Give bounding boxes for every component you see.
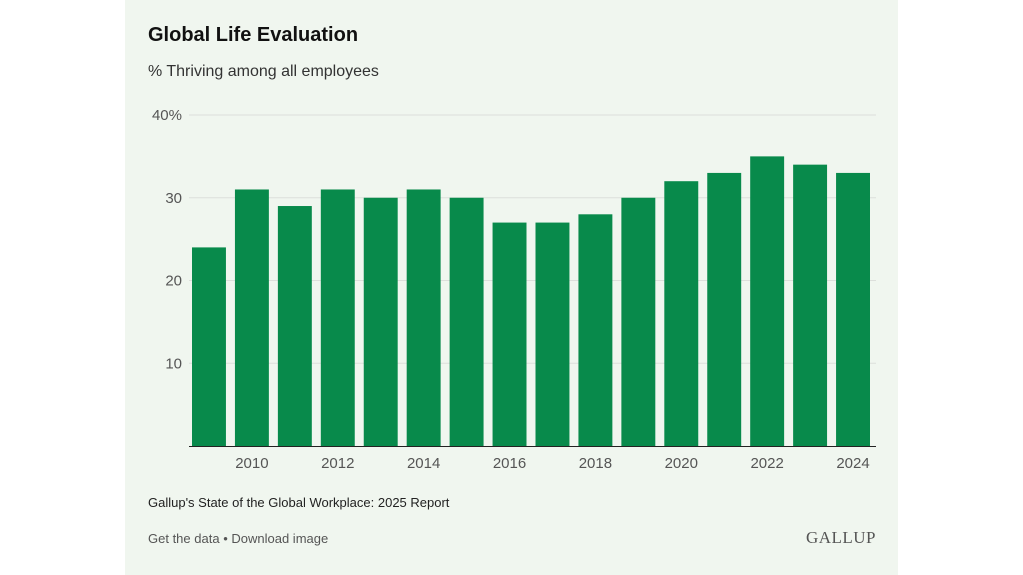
bar-2013 <box>363 197 398 446</box>
y-tick-label: 10 <box>165 355 182 372</box>
bar-2012 <box>320 189 355 446</box>
separator: • <box>223 531 228 546</box>
bar-2019 <box>621 197 656 446</box>
bar-2016 <box>492 222 527 446</box>
bar-2014 <box>406 189 441 446</box>
x-tick-label: 2018 <box>579 455 612 472</box>
bar-2023 <box>793 164 828 446</box>
bar-2009 <box>192 247 226 446</box>
bar-2015 <box>449 197 484 446</box>
y-tick-label: 20 <box>165 273 182 290</box>
y-tick-label: 30 <box>165 190 182 207</box>
bar-2022 <box>750 156 785 446</box>
x-tick-label: 2014 <box>407 455 440 472</box>
x-tick-label: 2024 <box>836 455 869 472</box>
get-data-link[interactable]: Get the data <box>148 531 220 546</box>
source-note: Gallup's State of the Global Workplace: … <box>148 495 450 510</box>
bar-2021 <box>707 172 742 447</box>
bar-2024 <box>836 172 870 447</box>
x-tick-label: 2010 <box>235 455 268 472</box>
bar-2017 <box>535 222 570 446</box>
gallup-logo: GALLUP <box>805 528 876 547</box>
x-tick-label: 2020 <box>665 455 698 472</box>
bar-2010 <box>234 189 269 446</box>
bar-2020 <box>664 181 699 446</box>
bar-2011 <box>277 206 312 446</box>
y-tick-label: 40% <box>152 107 182 124</box>
x-tick-label: 2012 <box>321 455 354 472</box>
download-image-link[interactable]: Download image <box>231 531 329 546</box>
x-tick-label: 2016 <box>493 455 526 472</box>
footer-links: Get the data • Download image <box>148 531 328 546</box>
x-tick-label: 2022 <box>750 455 783 472</box>
chart-subtitle: % Thriving among all employees <box>148 63 379 80</box>
bar-2018 <box>578 214 613 446</box>
chart-title: Global Life Evaluation <box>148 24 359 46</box>
